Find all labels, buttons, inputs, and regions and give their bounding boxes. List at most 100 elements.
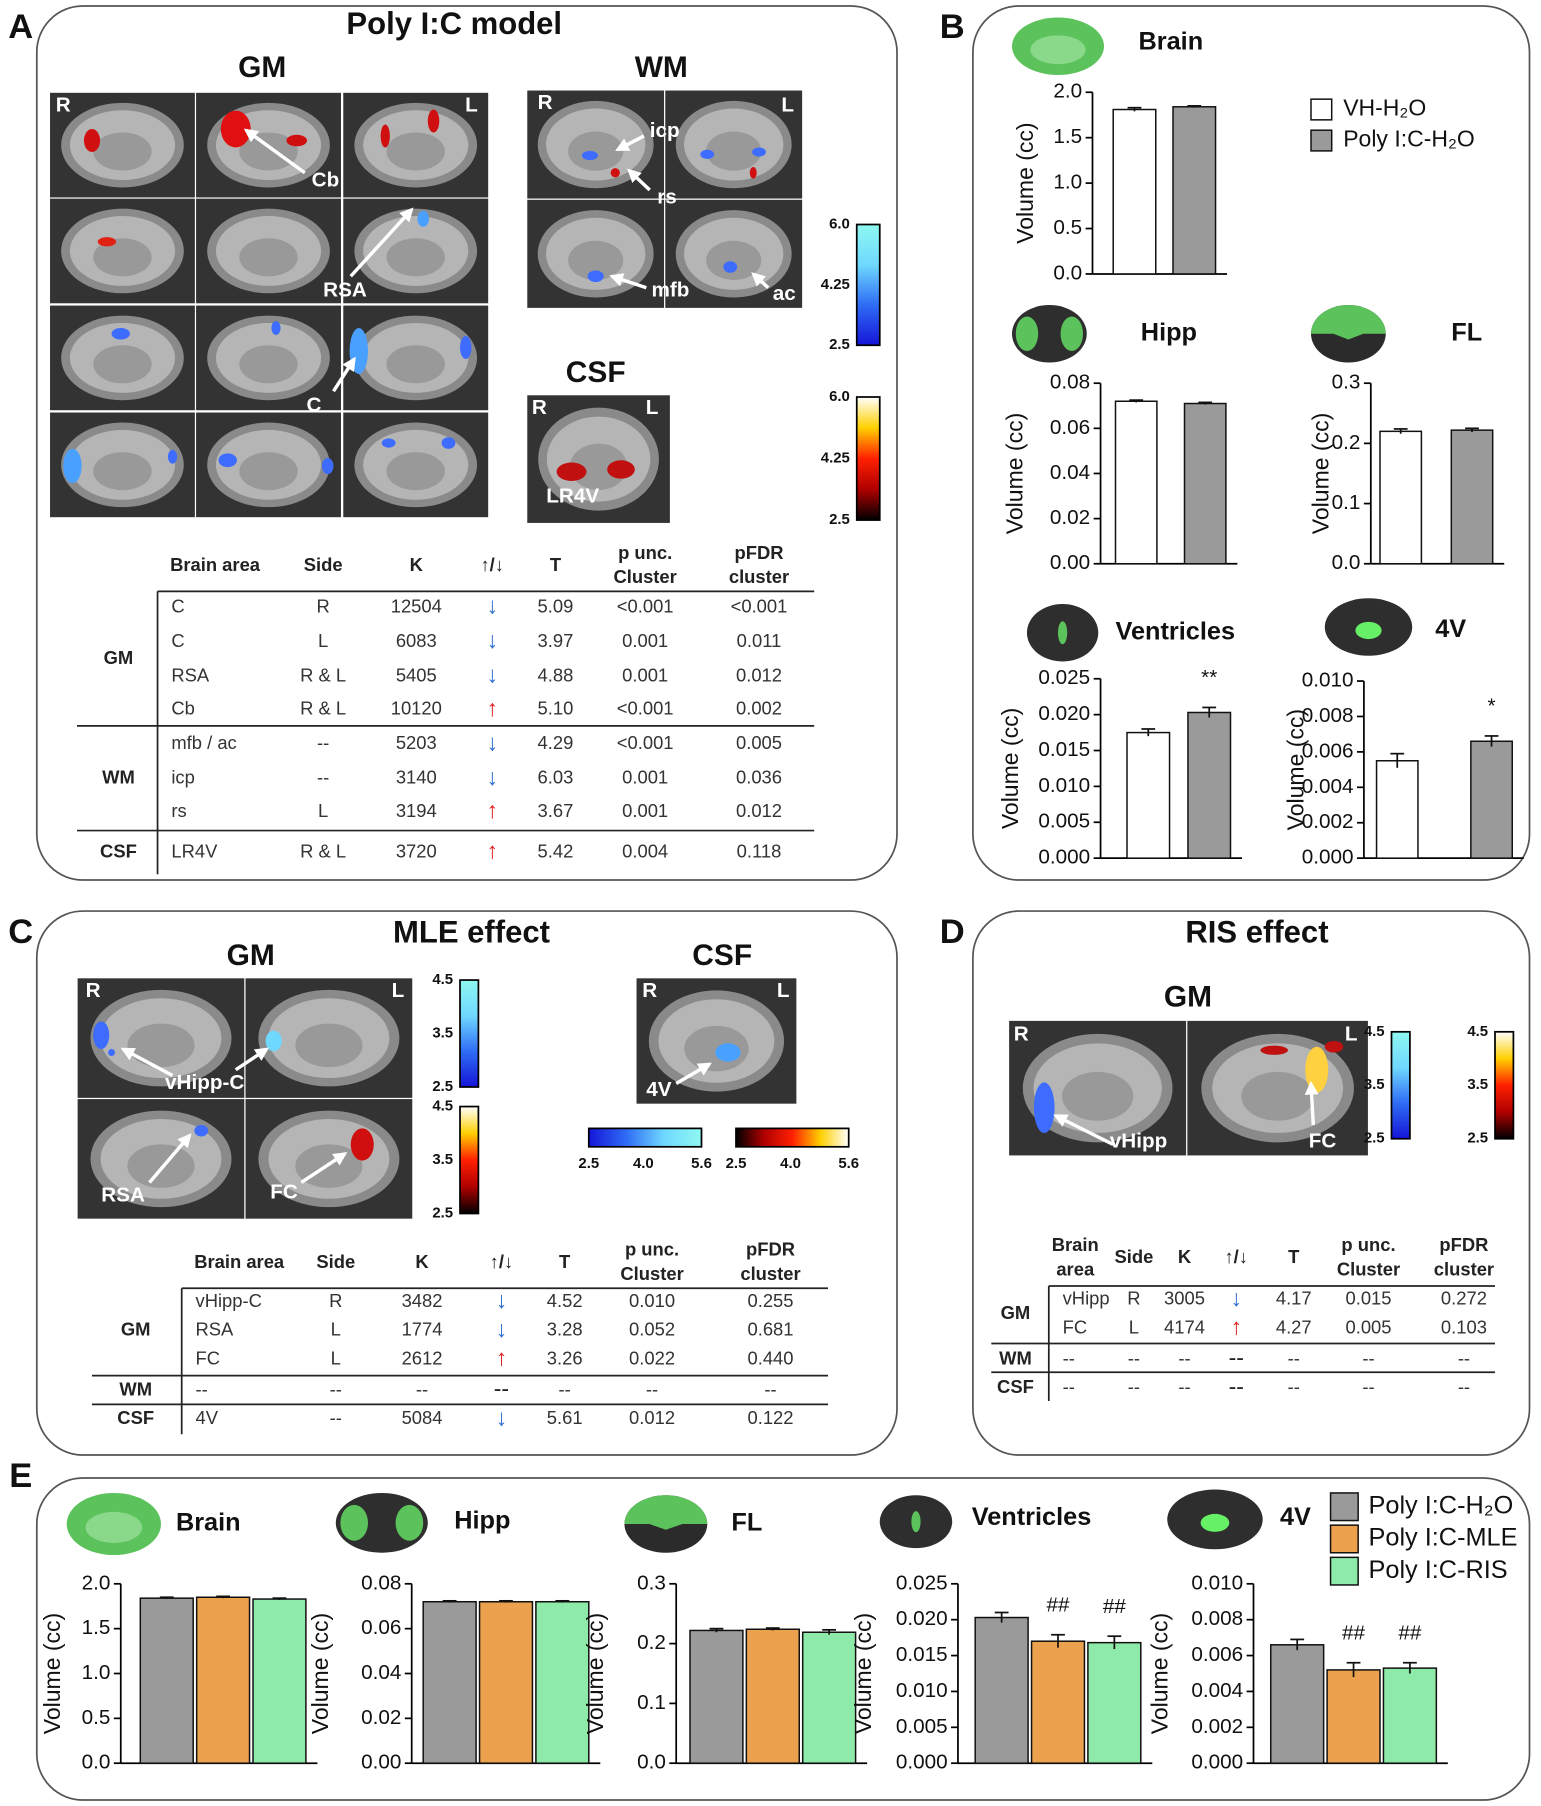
table-header: Cluster xyxy=(1337,1258,1400,1279)
table-cell: 5.10 xyxy=(538,698,574,719)
bar xyxy=(195,1596,251,1764)
table-cell: mfb / ac xyxy=(171,732,236,753)
activation-blob xyxy=(350,1128,374,1161)
colorbar-tick-label: 2.5 xyxy=(726,1155,747,1172)
image-label: L xyxy=(781,94,794,117)
colorbar-tick-label: 4.5 xyxy=(432,971,453,988)
y-tick-label: 0.025 xyxy=(896,1571,948,1594)
table-group: GM xyxy=(104,647,134,668)
activation-blob xyxy=(1033,1082,1055,1133)
image-label: vHipp xyxy=(1110,1130,1167,1153)
brain-icon-region xyxy=(1311,305,1386,340)
table-cell: R & L xyxy=(300,664,346,685)
colorbar-tick-label: 2.5 xyxy=(432,1204,453,1221)
bar xyxy=(1112,108,1157,275)
table-cell: 5.61 xyxy=(547,1407,583,1428)
bar xyxy=(1450,429,1494,565)
y-tick-label: 0.010 xyxy=(1302,669,1354,692)
chart-title: Brain xyxy=(1139,27,1204,55)
y-tick-label: 0.5 xyxy=(82,1706,111,1729)
panel-title: MLE effect xyxy=(393,914,550,949)
table-cell: ↑ xyxy=(496,1345,508,1371)
colorbar xyxy=(1494,1030,1515,1140)
table-cell: 3005 xyxy=(1164,1288,1205,1309)
image-label: R xyxy=(86,979,101,1002)
panel-frame xyxy=(972,5,1531,881)
image-label: ac xyxy=(773,282,796,305)
y-tick-label: 0.3 xyxy=(1332,371,1361,394)
brain-inner xyxy=(295,1023,363,1068)
table-cell: -- xyxy=(1458,1376,1470,1397)
activation-blob xyxy=(63,448,82,484)
table-cell: 0.011 xyxy=(737,630,782,651)
table-cell: 5203 xyxy=(396,732,437,753)
y-tick-label: 0.010 xyxy=(896,1679,948,1702)
table-cell: 6083 xyxy=(396,630,437,651)
table-cell: C xyxy=(171,595,184,616)
legend-label: Poly I:C-H₂O xyxy=(1369,1491,1514,1519)
arrow xyxy=(675,1062,712,1086)
panel-label: B xyxy=(940,8,965,46)
brain-icon-region xyxy=(1015,316,1039,351)
activation-blob xyxy=(723,261,738,273)
table-cell: -- xyxy=(317,767,329,788)
image-label: FC xyxy=(1309,1130,1337,1153)
y-tick-label: 0.000 xyxy=(896,1751,948,1774)
table-cell: 0.015 xyxy=(1345,1288,1391,1309)
y-tick-label: 2.0 xyxy=(1053,80,1082,103)
colorbar-tick-label: 6.0 xyxy=(829,215,850,232)
table-cell: R xyxy=(317,595,330,616)
table-cell: 0.036 xyxy=(736,767,782,788)
table-cell: vHipp xyxy=(1063,1288,1110,1309)
table-cell: 0.005 xyxy=(1345,1316,1391,1337)
brain-icon-region xyxy=(911,1511,921,1533)
y-tick-label: 0.010 xyxy=(1191,1571,1243,1594)
y-axis-label: Volume (cc) xyxy=(850,1613,876,1734)
activation-blob xyxy=(194,1124,209,1137)
heading: CSF xyxy=(566,356,626,389)
brain-inner xyxy=(127,1144,195,1188)
y-tick-label: 0.020 xyxy=(1038,702,1090,725)
table-cell: -- xyxy=(330,1407,342,1428)
brain-inner xyxy=(93,345,152,384)
table-cell: 4.52 xyxy=(547,1290,583,1311)
table-cell: <0.001 xyxy=(731,595,788,616)
image-label: LR4V xyxy=(546,485,599,508)
table-cell: L xyxy=(318,800,328,821)
image-label: RSA xyxy=(101,1184,145,1207)
table-cell: 4.88 xyxy=(538,664,574,685)
table-cell: R xyxy=(329,1290,342,1311)
colorbar-tick-label: 4.5 xyxy=(1364,1023,1385,1040)
y-tick-label: 0.002 xyxy=(1302,810,1354,833)
table-cell: -- xyxy=(1063,1347,1075,1368)
arrow xyxy=(148,1133,192,1184)
table-cell: L xyxy=(331,1347,341,1368)
table-cell: ↓ xyxy=(496,1287,508,1313)
colorbar-tick-label: 3.5 xyxy=(1364,1076,1385,1093)
y-tick-label: 0.0 xyxy=(1332,551,1361,574)
colorbar-tick-label: 5.6 xyxy=(691,1155,712,1172)
brain-icon-detail xyxy=(85,1511,143,1543)
activation-blob xyxy=(1305,1046,1329,1093)
bar xyxy=(1470,740,1513,859)
activation-blob xyxy=(93,1021,110,1050)
table-cell: L xyxy=(331,1319,341,1340)
brain-inner xyxy=(706,240,762,281)
colorbar xyxy=(855,223,881,347)
bar xyxy=(689,1629,744,1764)
chart-title: FL xyxy=(731,1509,762,1537)
colorbar xyxy=(1390,1030,1411,1140)
table-header: pFDR xyxy=(734,542,783,563)
y-tick-label: 0.004 xyxy=(1191,1679,1243,1702)
significance-label: ## xyxy=(1342,1621,1366,1644)
table-cell: ↓ xyxy=(486,593,498,619)
table-cell: -- xyxy=(416,1378,428,1399)
activation-blob xyxy=(427,109,440,133)
y-tick-label: 0.3 xyxy=(637,1571,666,1594)
bar xyxy=(535,1600,590,1764)
table-header: cluster xyxy=(729,566,789,587)
colorbar-tick-label: 3.5 xyxy=(432,1024,453,1041)
table-cell: 3.28 xyxy=(547,1319,583,1340)
y-axis-label: Volume (cc) xyxy=(39,1613,65,1734)
